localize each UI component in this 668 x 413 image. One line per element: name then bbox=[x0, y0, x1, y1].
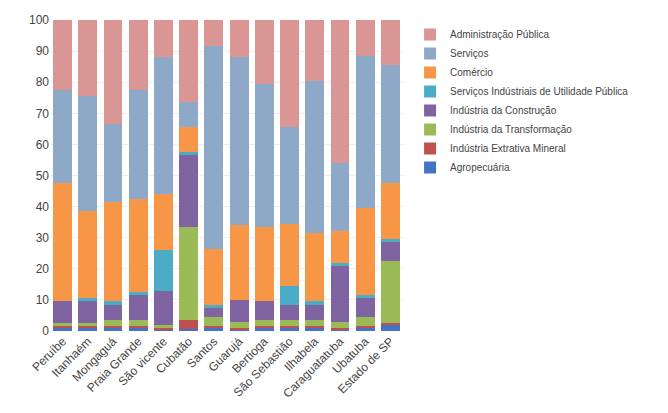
svg-text:Caraguatatuba: Caraguatatuba bbox=[280, 334, 346, 400]
svg-text:0: 0 bbox=[42, 324, 49, 338]
svg-text:Indústria Extrativa Mineral: Indústria Extrativa Mineral bbox=[450, 143, 566, 154]
svg-text:Guarujá: Guarujá bbox=[205, 334, 245, 374]
svg-text:80: 80 bbox=[36, 75, 50, 89]
svg-text:Cubatão: Cubatão bbox=[153, 334, 195, 376]
svg-text:Praia Grande: Praia Grande bbox=[84, 334, 145, 395]
svg-text:Comércio: Comércio bbox=[450, 67, 493, 78]
svg-text:20: 20 bbox=[36, 262, 50, 276]
svg-text:Santos: Santos bbox=[184, 334, 220, 370]
svg-text:São vicente: São vicente bbox=[116, 334, 170, 388]
svg-text:Ubatuba: Ubatuba bbox=[330, 334, 372, 376]
svg-text:Peruíbe: Peruíbe bbox=[29, 334, 69, 374]
svg-text:100: 100 bbox=[29, 13, 49, 27]
svg-text:São Sebastião: São Sebastião bbox=[231, 334, 296, 399]
svg-text:30: 30 bbox=[36, 231, 50, 245]
svg-text:40: 40 bbox=[36, 200, 50, 214]
svg-text:Bertioga: Bertioga bbox=[229, 334, 271, 376]
svg-text:Serviços: Serviços bbox=[450, 48, 488, 59]
svg-text:90: 90 bbox=[36, 44, 50, 58]
svg-text:Estado de SP: Estado de SP bbox=[335, 334, 397, 396]
svg-text:Itanhaém: Itanhaém bbox=[49, 334, 94, 379]
svg-text:Mongaguá: Mongaguá bbox=[69, 334, 119, 384]
svg-text:10: 10 bbox=[36, 293, 50, 307]
svg-text:Ilhabela: Ilhabela bbox=[281, 334, 321, 374]
svg-text:60: 60 bbox=[36, 138, 50, 152]
svg-text:50: 50 bbox=[36, 169, 50, 183]
svg-text:Indústria da Construção: Indústria da Construção bbox=[450, 105, 557, 116]
svg-text:Serviços Indústriais de Utilid: Serviços Indústriais de Utilidade Públic… bbox=[450, 86, 628, 97]
svg-text:Agropecuária: Agropecuária bbox=[450, 162, 510, 173]
svg-text:70: 70 bbox=[36, 107, 50, 121]
svg-text:Administração Pública: Administração Pública bbox=[450, 29, 549, 40]
svg-text:Indústria da Transformação: Indústria da Transformação bbox=[450, 124, 572, 135]
